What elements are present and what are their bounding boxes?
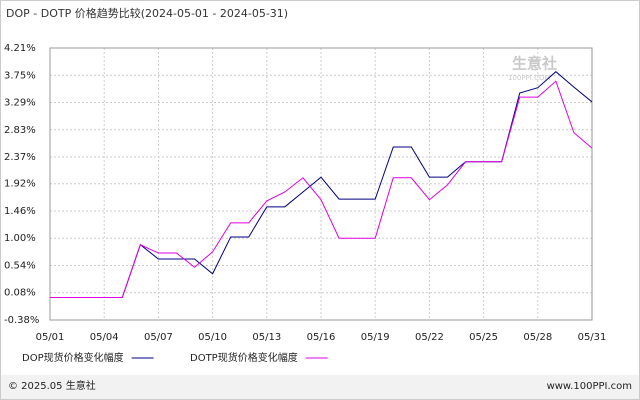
- x-tick-label: 05/16: [307, 332, 336, 343]
- footer-site: www.100PPI.com: [547, 381, 632, 392]
- x-tick-label: 05/25: [469, 332, 498, 343]
- y-tick-label: 0.54%: [4, 260, 36, 271]
- y-tick-label: 1.46%: [4, 206, 36, 217]
- x-tick-label: 05/13: [252, 332, 281, 343]
- x-tick-label: 05/04: [90, 332, 119, 343]
- y-tick-label: 1.00%: [4, 233, 36, 244]
- x-tick-label: 05/22: [415, 332, 444, 343]
- x-tick-label: 05/31: [578, 332, 607, 343]
- chart-title: DOP - DOTP 价格趋势比较(2024-05-01 - 2024-05-3…: [6, 6, 288, 20]
- x-tick-label: 05/07: [144, 332, 173, 343]
- plot-border: [49, 47, 593, 321]
- y-tick-label: 4.21%: [4, 43, 36, 54]
- y-tick-label: 1.92%: [4, 179, 36, 190]
- watermark: 生意社: [512, 55, 557, 73]
- y-tick-label: 2.37%: [4, 152, 36, 163]
- y-tick-label: 2.83%: [4, 125, 36, 136]
- series-line: [50, 80, 593, 298]
- footer-bar: [1, 375, 639, 399]
- footer-copyright: © 2025.05 生意社: [8, 379, 96, 392]
- legend-label: DOP现货价格变化幅度: [22, 351, 124, 364]
- y-tick-label: 3.29%: [4, 98, 36, 109]
- x-tick-label: 05/19: [361, 332, 390, 343]
- x-tick-label: 05/01: [36, 332, 65, 343]
- y-tick-label: 3.75%: [4, 70, 36, 81]
- legend-label: DOTP现货价格变化幅度: [190, 351, 298, 364]
- watermark-sub: 100PPI.COM: [508, 74, 551, 82]
- y-tick-label: -0.38%: [4, 315, 39, 326]
- x-tick-label: 05/10: [198, 332, 227, 343]
- x-tick-label: 05/28: [523, 332, 552, 343]
- y-tick-label: 0.08%: [4, 288, 36, 299]
